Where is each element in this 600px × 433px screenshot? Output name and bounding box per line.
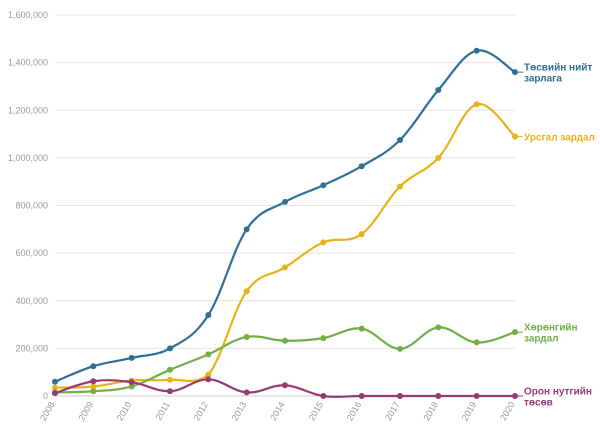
data-point [52,378,58,385]
data-point [435,87,442,94]
series-end-label: зардал [524,334,559,345]
x-tick-label: 2011 [153,400,171,422]
data-point [320,239,327,246]
data-point [128,379,135,386]
series-points [52,47,518,399]
data-point [512,133,518,140]
data-point [320,182,327,189]
data-point [167,345,173,352]
x-tick-label: 2016 [345,400,364,422]
data-point [320,335,327,342]
data-point [473,47,480,54]
x-tick-label: 2015 [306,400,325,422]
x-tick-label: 2012 [191,400,210,422]
x-tick-label: 2010 [115,400,134,422]
data-point [52,384,58,391]
x-axis-tick-labels: 2008 2009 2010 2011 2012 2013 2014 2015 2016 2017… [38,400,517,422]
series-end-label: Орон нутгийн [524,387,592,398]
y-tick-label: 800,000 [15,201,48,211]
x-tick-label: 2018 [421,400,440,422]
data-point [282,337,288,344]
x-tick-label: 2014 [268,400,287,422]
y-axis-tick-labels: 0 200,000 400,000 600,000 800,000 1,000,000 1,… [8,10,48,401]
data-point [435,393,442,399]
x-tick-label: 2020 [498,400,517,422]
x-tick-label: 2017 [383,400,402,422]
y-tick-label: 1,000,000 [8,153,48,163]
data-point [320,393,327,399]
series-line [53,49,517,383]
data-point [90,363,97,370]
data-point [397,183,403,190]
data-point [358,163,365,170]
data-point [473,393,480,399]
series-end-label: зарлага [524,74,562,85]
data-point [90,388,97,395]
data-point [205,312,212,319]
grid-lines [55,14,515,397]
y-tick-label: 1,600,000 [8,10,48,20]
data-point [397,345,403,352]
data-point [167,366,173,373]
data-point [128,383,135,390]
series-end-label: Хөрөнгийн [524,323,578,334]
y-tick-label: 1,400,000 [8,58,48,68]
data-point [128,354,135,361]
data-point [512,393,518,399]
series-lines [53,49,517,398]
data-point [282,382,288,389]
data-point [167,376,173,383]
x-tick-label: 2019 [460,400,479,422]
y-tick-label: 1,200,000 [8,105,48,115]
data-point [205,371,212,378]
data-point [243,389,250,396]
data-point [205,351,212,358]
data-point [512,69,518,76]
data-point [397,393,403,399]
data-point [512,329,518,336]
data-point [52,390,58,397]
series-end-label: төсөв [524,398,553,409]
data-point [435,154,442,161]
y-tick-label: 600,000 [15,248,48,258]
data-point [358,231,365,238]
data-point [358,325,365,332]
data-point [435,324,442,331]
data-point [243,333,250,340]
series-line [53,103,517,389]
data-point [282,264,288,271]
data-point [473,101,480,108]
data-point [205,376,212,383]
data-point [90,383,97,390]
data-point [282,198,288,205]
data-point [397,137,403,144]
series-end-label: Төсвийн нийт [524,63,592,74]
data-point [243,226,250,233]
x-tick-label: 2013 [230,400,249,422]
data-point [358,393,365,399]
x-tick-label: 2008 [38,400,57,422]
data-point [473,339,480,346]
x-tick-label: 2009 [76,400,95,422]
series-end-label: Урсгал зардал [524,132,595,143]
data-point [90,378,97,385]
data-point [243,288,250,295]
y-tick-label: 400,000 [15,296,48,306]
y-tick-label: 200,000 [15,343,48,353]
data-point [167,388,173,395]
y-tick-label: 0 [43,391,48,401]
